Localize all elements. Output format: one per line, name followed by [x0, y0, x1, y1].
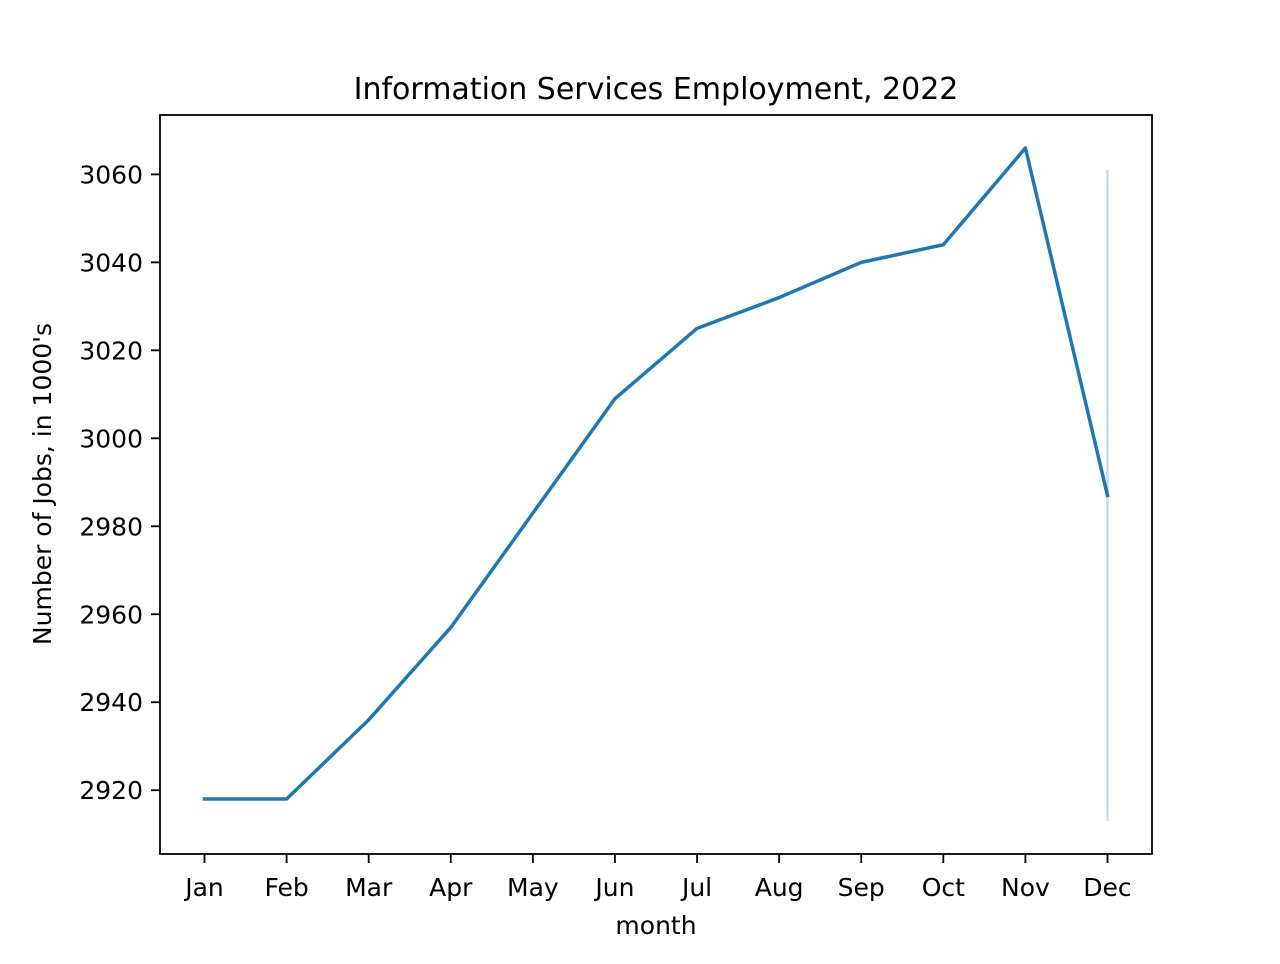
chart-title: Information Services Employment, 2022 — [354, 72, 959, 107]
y-tick-label-2960: 2960 — [79, 600, 143, 629]
y-tick-label-2980: 2980 — [79, 512, 143, 541]
axes: Jan Feb Mar Apr May Jun Jul Aug Sep Oct Nov Dec 2920… — [79, 115, 1152, 902]
y-axis-label: Number of Jobs, in 1000's — [28, 323, 57, 645]
plot-frame — [160, 115, 1152, 854]
x-tick-label-dec: Dec — [1083, 873, 1131, 902]
x-tick-label-aug: Aug — [755, 873, 804, 902]
x-tick-label-sep: Sep — [838, 873, 885, 902]
x-tick-label-nov: Nov — [1001, 873, 1050, 902]
y-tick-label-2940: 2940 — [79, 688, 143, 717]
x-tick-label-jul: Jul — [680, 873, 712, 902]
x-tick-label-oct: Oct — [922, 873, 965, 902]
x-tick-label-apr: Apr — [429, 873, 473, 902]
x-tick-label-mar: Mar — [345, 873, 393, 902]
y-tick-label-3020: 3020 — [79, 336, 143, 365]
x-tick-label-feb: Feb — [264, 873, 308, 902]
x-tick-label-may: May — [507, 873, 559, 902]
x-axis-label: month — [615, 911, 696, 940]
y-tick-label-2920: 2920 — [79, 776, 143, 805]
plot-area — [204, 148, 1107, 821]
y-tick-label-3000: 3000 — [79, 424, 143, 453]
series-line — [205, 148, 1108, 799]
y-tick-label-3040: 3040 — [79, 248, 143, 277]
x-tick-label-jun: Jun — [593, 873, 634, 902]
x-tick-label-jan: Jan — [183, 873, 224, 902]
y-tick-label-3060: 3060 — [79, 160, 143, 189]
